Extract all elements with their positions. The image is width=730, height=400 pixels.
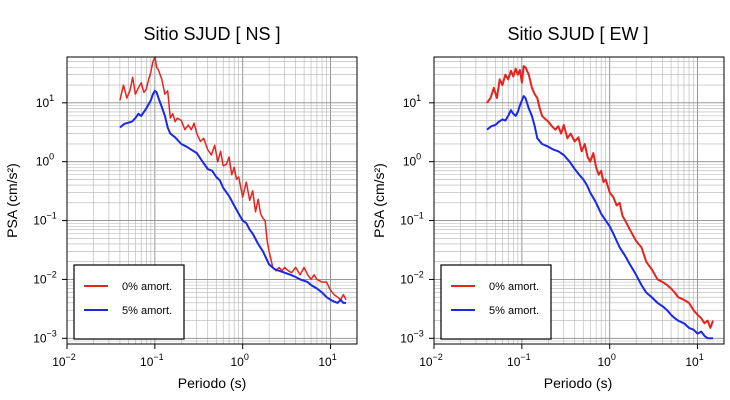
plot-frame — [66, 56, 358, 345]
x-tick-label: 10−2 — [52, 352, 76, 369]
legend-label: 5% amort. — [122, 305, 172, 317]
y-axis-label: PSA (cm/s²) — [371, 163, 387, 238]
x-tick-label: 100 — [598, 352, 616, 369]
series-line-blue — [119, 89, 346, 304]
x-axis-label: Periodo (s) — [178, 375, 246, 391]
chart-panel-1: 10−2 10−1 100 101 10−3 10−2 10−1 100 101 Sitio SJ… — [4, 24, 358, 391]
x-tick-label: 10−2 — [419, 352, 443, 369]
chart-title: Sitio SJUD [ NS ] — [143, 24, 280, 44]
legend-box — [73, 264, 185, 340]
x-tick-label: 101 — [685, 352, 703, 369]
y-tick-label: 100 — [403, 152, 421, 169]
series-line-red — [486, 65, 714, 329]
legend-label: 0% amort. — [489, 281, 539, 293]
y-tick-label: 10−3 — [33, 328, 57, 345]
series-line-red — [119, 56, 347, 301]
legend: 0% amort. 5% amort. — [73, 264, 185, 340]
x-tick-label: 10−1 — [140, 352, 164, 369]
x-tick-label: 100 — [231, 352, 249, 369]
chart-panel-2: 10−2 10−1 100 101 10−3 10−2 10−1 100 101 Sitio SJ… — [371, 24, 725, 391]
y-tick-label: 100 — [36, 152, 54, 169]
plot-frame — [433, 56, 725, 345]
y-tick-label: 10−3 — [400, 328, 424, 345]
legend: 0% amort. 5% amort. — [440, 264, 552, 340]
y-tick-label: 101 — [36, 93, 54, 110]
y-tick-label: 101 — [403, 93, 421, 110]
legend-label: 0% amort. — [122, 281, 172, 293]
y-tick-label: 10−2 — [400, 269, 424, 286]
grid — [66, 56, 358, 345]
x-axis-label: Periodo (s) — [544, 375, 612, 391]
series-line-blue — [486, 95, 713, 340]
chart-title: Sitio SJUD [ EW ] — [507, 24, 648, 44]
y-axis-label: PSA (cm/s²) — [4, 163, 20, 238]
y-tick-label: 10−2 — [33, 269, 57, 286]
y-tick-label: 10−1 — [33, 211, 57, 228]
x-tick-label: 101 — [318, 352, 336, 369]
x-tick-label: 10−1 — [507, 352, 531, 369]
y-tick-label: 10−1 — [400, 211, 424, 228]
legend-box — [440, 264, 552, 340]
legend-label: 5% amort. — [489, 305, 539, 317]
